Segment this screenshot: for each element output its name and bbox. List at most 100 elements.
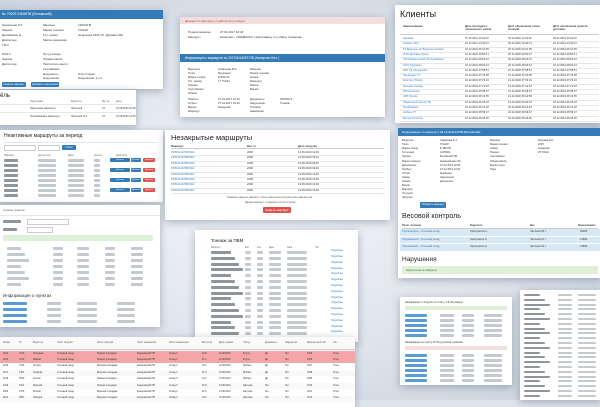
route-link[interactable]: 1505/1114/ПВ/1602 — [171, 161, 195, 165]
route-link[interactable]: 1505/1114/ПВ/1602 — [171, 178, 195, 181]
route-link[interactable]: 1505/1114/ПВ/1602 — [171, 172, 195, 176]
table-row[interactable] — [0, 351, 355, 357]
tonnage-cell — [211, 256, 235, 260]
details-button[interactable]: Детали — [110, 158, 130, 162]
client-link[interactable]: ОЭ Коммерческий Обслуживание — [403, 58, 444, 62]
route-link[interactable]: 1505/1114/ПВ/1602 — [171, 188, 195, 192]
route-link[interactable]: 1505/1114/ПВ/1602 — [171, 151, 195, 154]
report-link[interactable] — [405, 329, 427, 332]
table-cell: Хрипунов — [33, 352, 44, 355]
details-link[interactable]: Подробнее — [331, 256, 343, 258]
report-link[interactable] — [405, 324, 427, 327]
details-button[interactable]: Детали — [110, 178, 130, 182]
label: Навигация — [250, 109, 264, 113]
delete-button[interactable]: Удалить — [143, 188, 155, 192]
report-link[interactable] — [405, 364, 427, 367]
route-link[interactable]: 1505/1114/ПВ/1602 — [171, 183, 195, 187]
report-link[interactable] — [405, 369, 427, 372]
details-link[interactable]: Подробнее — [331, 267, 343, 270]
client-link[interactable]: Кристалл Трейд — [403, 79, 423, 83]
report-link[interactable] — [405, 334, 427, 337]
details-link[interactable]: Подробнее — [331, 325, 343, 328]
details-link[interactable]: Подробнее — [331, 319, 343, 322]
client-link[interactable]: Сибирь ТТ — [403, 111, 416, 115]
client-link[interactable]: Эльдорадо ТТ — [403, 74, 421, 78]
details-link[interactable]: Подробнее — [331, 250, 343, 253]
table-link[interactable] — [3, 302, 27, 305]
weight-link[interactable]: Тарлаганское - Угольный склад — [402, 245, 440, 248]
client-link[interactable]: ЗАО ТД «Продснаб» — [403, 68, 428, 72]
dense-cell — [558, 375, 572, 378]
delete-button[interactable]: Удалить — [143, 168, 155, 172]
create-route-button[interactable]: Создать маршрут — [2, 82, 26, 87]
date-from-input[interactable] — [38, 145, 60, 151]
details-link[interactable]: Подробнее — [331, 285, 343, 287]
details-link[interactable]: Подробнее — [331, 296, 343, 299]
table-row[interactable] — [0, 370, 355, 377]
form-input[interactable] — [27, 219, 69, 225]
table-link[interactable] — [3, 308, 27, 311]
details-link[interactable]: Подробнее — [331, 290, 343, 293]
details-button[interactable]: Детали — [131, 168, 141, 172]
table-cell: Прибыл — [243, 378, 252, 381]
details-link[interactable]: Подробнее — [331, 279, 343, 282]
table-link[interactable] — [3, 320, 27, 323]
client-link[interactable]: Арсенал Сибирь — [403, 84, 424, 88]
client-link[interactable]: ИП Каргатова — [403, 90, 420, 93]
table-row[interactable] — [0, 363, 355, 370]
table-row[interactable] — [0, 357, 355, 364]
report-link[interactable] — [405, 379, 427, 382]
close-route-button[interactable]: Закрыть маршрут — [263, 207, 291, 213]
route-link[interactable]: 1505/1114/ПВ/1602 — [171, 156, 195, 160]
update-route-button[interactable]: Обновить маршрут — [420, 202, 446, 208]
value: Нефтяная 18-Б УЛ. Дубовая 35к — [78, 33, 123, 37]
search-input[interactable] — [4, 145, 36, 151]
route-cell: 2200 — [247, 161, 253, 165]
delete-button[interactable]: Удалить — [143, 158, 155, 162]
client-link[interactable]: ООО Деловые Курсы — [403, 52, 429, 56]
details-link[interactable]: Подробнее — [331, 308, 343, 311]
report-link[interactable] — [405, 319, 427, 322]
weight-link[interactable]: Тарлаганское - Угольный склад — [402, 237, 440, 241]
table-cell — [77, 283, 89, 286]
search-button[interactable]: Поиск — [62, 145, 76, 150]
details-link[interactable]: Подробнее — [331, 331, 343, 334]
client-link[interactable]: Нифель ТД С — [403, 42, 420, 46]
tonnage-cell — [211, 309, 239, 312]
table-cell — [105, 271, 115, 274]
dense-cell — [558, 332, 572, 335]
table-row[interactable] — [0, 395, 355, 402]
route-link[interactable]: 1505/1114/ПВ/1602 — [171, 167, 195, 171]
table-row[interactable] — [0, 383, 355, 389]
details-link[interactable]: Подробнее — [331, 302, 343, 305]
client-link[interactable]: ТК Ведущие АС Ведущие Ломкий — [403, 47, 444, 51]
table-link[interactable] — [3, 314, 27, 317]
details-button[interactable]: Детали — [131, 188, 141, 192]
client-link[interactable]: Восток Логистик — [403, 116, 423, 120]
table-row[interactable] — [0, 376, 355, 383]
client-link[interactable]: Подольский Сектор ТД — [403, 100, 431, 104]
details-button[interactable]: Детали — [110, 188, 130, 192]
report-link[interactable] — [405, 314, 427, 317]
table-cell: Нет — [285, 384, 289, 387]
add-violation-button[interactable]: Добавить нарушение — [31, 82, 59, 87]
delete-button[interactable]: Удалить — [143, 178, 155, 182]
details-link[interactable]: Подробнее — [331, 261, 343, 264]
client-link[interactable]: СМТ Регион — [403, 95, 418, 99]
table-row[interactable] — [0, 389, 355, 396]
details-link[interactable]: Подробнее — [331, 314, 343, 316]
details-link[interactable]: Подробнее — [331, 273, 343, 276]
details-button[interactable]: Детали — [131, 178, 141, 182]
form-input[interactable] — [27, 227, 53, 233]
client-link[interactable]: ООО Терминал — [403, 63, 422, 67]
report-link[interactable] — [405, 374, 427, 377]
table-cell: Нижняя площадка — [97, 378, 117, 381]
details-button[interactable]: Детали — [110, 168, 130, 172]
report-card-a: Информация о погрузке по отчёту Т-8 Пост… — [400, 297, 512, 385]
report-link[interactable] — [405, 359, 427, 362]
client-link[interactable]: Нарзаев — [403, 37, 414, 40]
client-link[interactable]: Профсервис — [403, 105, 419, 109]
report-link[interactable] — [405, 354, 427, 357]
weight-link[interactable]: Тарлаганское - Угольный склад — [402, 230, 440, 233]
details-button[interactable]: Детали — [131, 158, 141, 162]
